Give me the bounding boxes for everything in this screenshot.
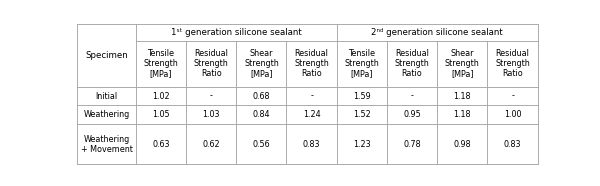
Text: Shear
Strength
[MPa]: Shear Strength [MPa] — [445, 49, 479, 78]
Text: Shear
Strength
[MPa]: Shear Strength [MPa] — [244, 49, 279, 78]
Bar — [136, 105, 186, 124]
Bar — [337, 105, 387, 124]
Bar — [337, 87, 387, 105]
Bar — [136, 41, 186, 87]
Text: 1.02: 1.02 — [152, 92, 170, 101]
Text: 0.56: 0.56 — [253, 140, 270, 149]
Bar — [437, 87, 487, 105]
Text: 1.05: 1.05 — [152, 110, 170, 119]
Bar — [286, 41, 337, 87]
Bar — [236, 41, 286, 87]
Bar — [186, 124, 236, 164]
Bar — [236, 87, 286, 105]
Bar — [236, 124, 286, 164]
Text: Residual
Strength
Ratio: Residual Strength Ratio — [495, 49, 530, 78]
Text: 0.63: 0.63 — [152, 140, 170, 149]
Bar — [136, 25, 337, 41]
Bar — [387, 124, 437, 164]
Bar — [286, 124, 337, 164]
Text: Tensile
Strength
[MPa]: Tensile Strength [MPa] — [344, 49, 379, 78]
Bar — [487, 124, 538, 164]
Text: 1.18: 1.18 — [454, 110, 471, 119]
Bar — [437, 105, 487, 124]
Text: 0.83: 0.83 — [303, 140, 320, 149]
Bar — [186, 87, 236, 105]
Bar — [437, 41, 487, 87]
Text: 0.83: 0.83 — [504, 140, 521, 149]
Bar — [337, 25, 538, 41]
Text: 1.23: 1.23 — [353, 140, 371, 149]
Text: 1.59: 1.59 — [353, 92, 371, 101]
Bar — [387, 87, 437, 105]
Bar — [387, 41, 437, 87]
Text: 0.62: 0.62 — [202, 140, 220, 149]
Bar — [286, 87, 337, 105]
Text: 0.78: 0.78 — [403, 140, 421, 149]
Text: 1.24: 1.24 — [303, 110, 320, 119]
Text: Weathering: Weathering — [83, 110, 130, 119]
Bar — [487, 41, 538, 87]
Text: 1.52: 1.52 — [353, 110, 371, 119]
Text: -: - — [410, 92, 413, 101]
Text: 1.03: 1.03 — [202, 110, 220, 119]
Text: 1.18: 1.18 — [454, 92, 471, 101]
Bar — [487, 87, 538, 105]
Bar — [487, 105, 538, 124]
Bar — [236, 105, 286, 124]
Text: Specimen: Specimen — [85, 51, 128, 60]
Bar — [136, 87, 186, 105]
Text: -: - — [310, 92, 313, 101]
Bar — [387, 105, 437, 124]
Bar — [186, 41, 236, 87]
Text: Weathering
+ Movement: Weathering + Movement — [80, 134, 133, 154]
Bar — [337, 124, 387, 164]
Text: Residual
Strength
Ratio: Residual Strength Ratio — [294, 49, 329, 78]
Text: 0.84: 0.84 — [253, 110, 270, 119]
Bar — [77, 87, 136, 105]
Text: 1ˢᵗ generation silicone sealant: 1ˢᵗ generation silicone sealant — [171, 28, 302, 37]
Text: Initial: Initial — [95, 92, 118, 101]
Text: -: - — [210, 92, 212, 101]
Text: Residual
Strength
Ratio: Residual Strength Ratio — [194, 49, 229, 78]
Text: Residual
Strength
Ratio: Residual Strength Ratio — [395, 49, 430, 78]
Text: 1.00: 1.00 — [504, 110, 521, 119]
Bar — [77, 25, 136, 87]
Bar — [77, 105, 136, 124]
Bar — [286, 105, 337, 124]
Text: 0.98: 0.98 — [454, 140, 471, 149]
Text: -: - — [511, 92, 514, 101]
Bar — [337, 41, 387, 87]
Bar — [136, 124, 186, 164]
Bar — [437, 124, 487, 164]
Text: 2ⁿᵈ generation silicone sealant: 2ⁿᵈ generation silicone sealant — [371, 28, 503, 37]
Text: Tensile
Strength
[MPa]: Tensile Strength [MPa] — [143, 49, 178, 78]
Bar — [186, 105, 236, 124]
Text: 0.68: 0.68 — [253, 92, 270, 101]
Text: 0.95: 0.95 — [403, 110, 421, 119]
Bar — [77, 124, 136, 164]
